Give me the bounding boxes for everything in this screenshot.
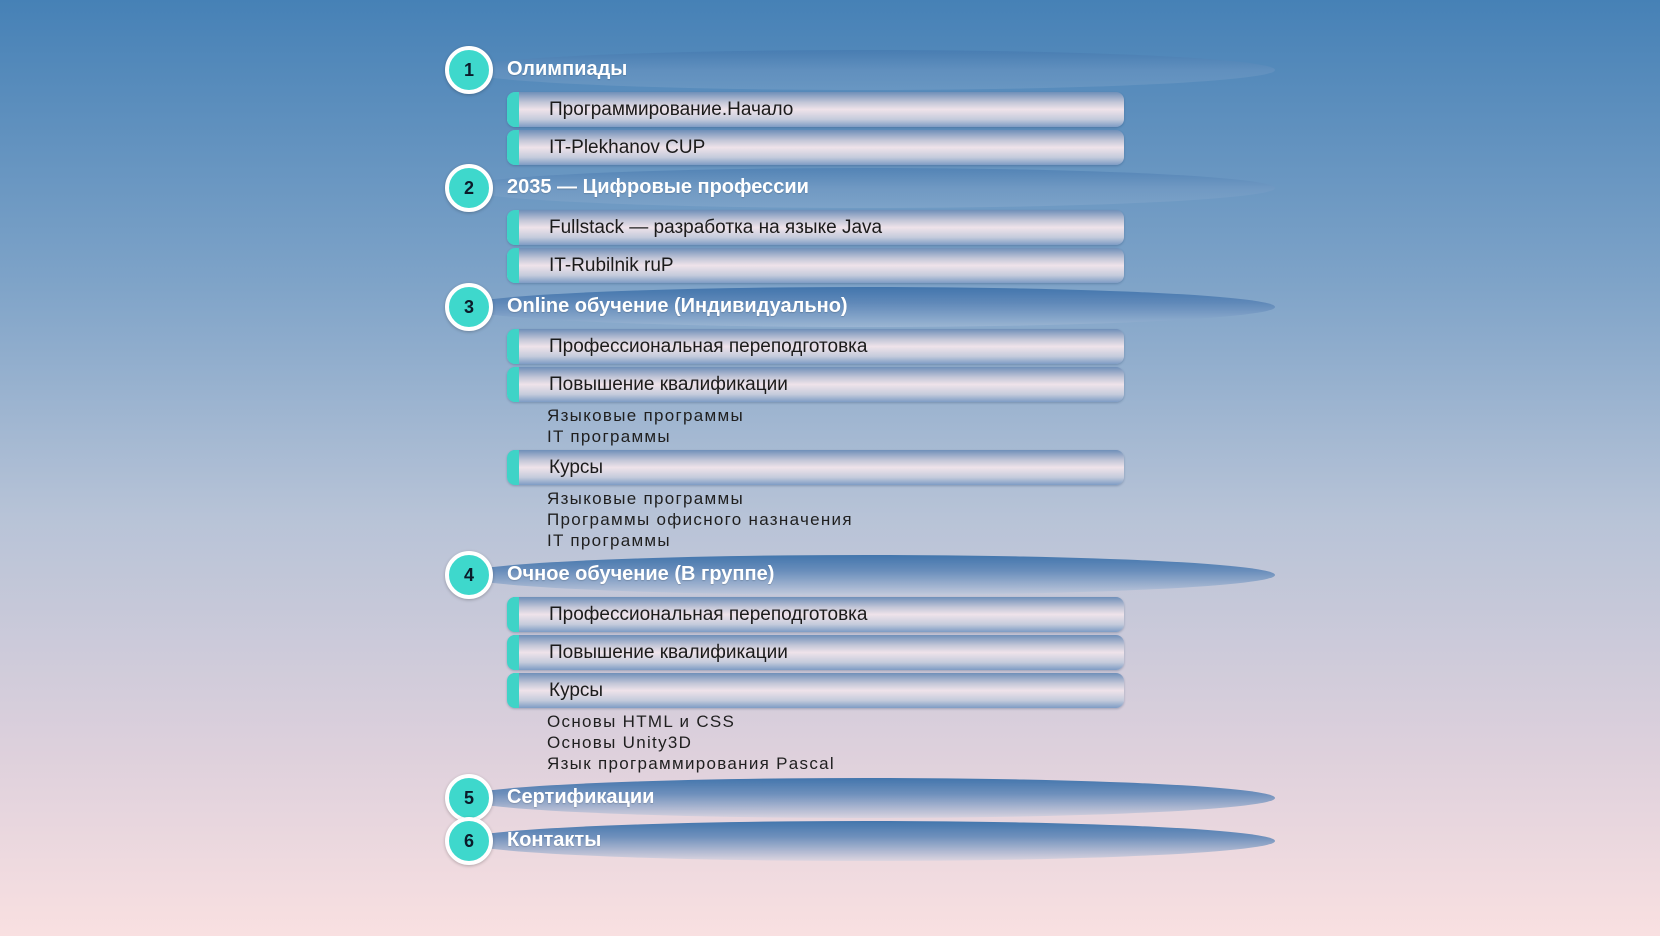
subitem-pascal[interactable]: Язык программирования Pascal <box>547 754 835 773</box>
item-accent <box>507 597 519 632</box>
section-number-badge: 5 <box>445 774 493 822</box>
menu-item-courses[interactable]: Курсы <box>507 450 1124 485</box>
section-number-badge: 4 <box>445 551 493 599</box>
menu-item-label: Курсы <box>549 680 604 701</box>
menu-item-qualification-upgrade[interactable]: Повышение квалификации <box>507 367 1124 402</box>
section-number-badge: 2 <box>445 164 493 212</box>
section-4: 4 Очное обучение (В группе) <box>445 551 1275 599</box>
subitem-html-css[interactable]: Основы HTML и CSS <box>547 712 736 731</box>
section-title-offline-learning[interactable]: Очное обучение (В группе) <box>507 563 775 585</box>
subitem-unity3d[interactable]: Основы Unity3D <box>547 733 693 752</box>
item-accent <box>507 635 519 670</box>
section-6: 6 Контакты <box>445 817 1275 865</box>
section-1: 1 Олимпиады <box>445 46 1275 94</box>
item-accent <box>507 130 519 165</box>
menu-item-label: Fullstack — разработка на языке Java <box>549 217 883 238</box>
menu-item-label: Курсы <box>549 457 604 478</box>
section-2-band[interactable] <box>459 168 1275 208</box>
section-number-badge: 3 <box>445 283 493 331</box>
section-3-band[interactable] <box>459 287 1275 327</box>
menu-item-programming-start[interactable]: Программирование.Начало <box>507 92 1124 127</box>
menu-item-label: Профессиональная переподготовка <box>549 604 868 625</box>
subitem-language-programs[interactable]: Языковые программы <box>547 406 745 425</box>
item-accent <box>507 248 519 283</box>
menu-item-label: IT-Plekhanov CUP <box>549 137 706 158</box>
section-title-contacts[interactable]: Контакты <box>507 829 602 851</box>
item-accent <box>507 450 519 485</box>
section-title-olympiads[interactable]: Олимпиады <box>507 58 628 80</box>
item-accent <box>507 92 519 127</box>
menu-item-fullstack-java[interactable]: Fullstack — разработка на языке Java <box>507 210 1124 245</box>
menu-item-label: Программирование.Начало <box>549 99 794 120</box>
item-accent <box>507 210 519 245</box>
section-1-band[interactable] <box>459 50 1275 90</box>
section-3: 3 Online обучение (Индивидуально) <box>445 283 1275 331</box>
menu-item-label: Повышение квалификации <box>549 642 788 663</box>
subitem-it-programs[interactable]: IT программы <box>547 531 671 550</box>
subitem-language-programs[interactable]: Языковые программы <box>547 489 745 508</box>
menu-item-courses[interactable]: Курсы <box>507 673 1124 708</box>
menu-item-it-plekhanov-cup[interactable]: IT-Plekhanov CUP <box>507 130 1124 165</box>
item-accent <box>507 673 519 708</box>
menu-item-professional-retraining[interactable]: Профессиональная переподготовка <box>507 597 1124 632</box>
section-6-band[interactable] <box>459 821 1275 861</box>
section-title-digital-professions[interactable]: 2035 — Цифровые профессии <box>507 176 809 198</box>
section-4-band[interactable] <box>459 555 1275 595</box>
section-2: 2 2035 — Цифровые профессии <box>445 164 1275 212</box>
item-accent <box>507 329 519 364</box>
item-accent <box>507 367 519 402</box>
section-number-badge: 6 <box>445 817 493 865</box>
menu-item-it-rubilnik[interactable]: IT-Rubilnik ruP <box>507 248 1124 283</box>
section-5: 5 Сертификации <box>445 774 1275 822</box>
section-title-online-learning[interactable]: Online обучение (Индивидуально) <box>507 295 848 317</box>
menu-item-professional-retraining[interactable]: Профессиональная переподготовка <box>507 329 1124 364</box>
menu-item-label: Профессиональная переподготовка <box>549 336 868 357</box>
section-5-band[interactable] <box>459 778 1275 818</box>
section-title-certifications[interactable]: Сертификации <box>507 786 655 808</box>
subitem-it-programs[interactable]: IT программы <box>547 427 671 446</box>
menu-item-label: Повышение квалификации <box>549 374 788 395</box>
menu-item-label: IT-Rubilnik ruP <box>549 255 674 276</box>
subitem-office-programs[interactable]: Программы офисного назначения <box>547 510 853 529</box>
menu-item-qualification-upgrade[interactable]: Повышение квалификации <box>507 635 1124 670</box>
section-number-badge: 1 <box>445 46 493 94</box>
